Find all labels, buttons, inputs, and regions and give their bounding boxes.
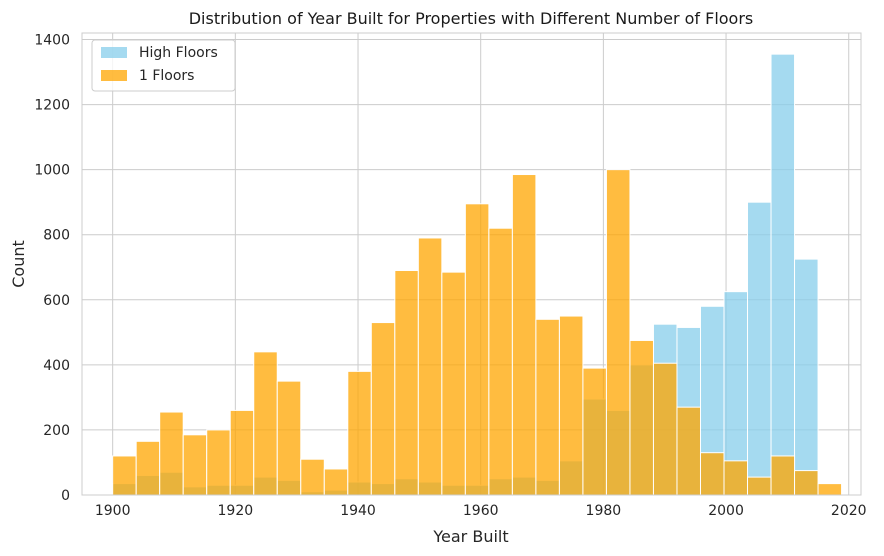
bar-1-floors <box>629 339 654 496</box>
x-axis-label: Year Built <box>432 527 508 546</box>
bar-1-floors <box>723 460 749 496</box>
y-tick-label: 800 <box>43 228 70 244</box>
bar-1-floors <box>441 271 466 496</box>
y-tick-label: 1000 <box>34 163 70 179</box>
bar-1-floors <box>770 455 796 496</box>
tick-labels: 1900 1920 1940 1960 1980 2000 2020 0 200 400 600 80… <box>34 33 866 519</box>
x-tick-label: 1900 <box>95 503 131 519</box>
bar-1-floors <box>582 367 607 496</box>
bar-1-floors <box>276 380 302 496</box>
legend-label-1-floors: 1 Floors <box>139 68 194 84</box>
bar-1-floors <box>605 169 631 496</box>
y-tick-label: 0 <box>61 488 70 504</box>
bar-1-floors <box>370 322 396 496</box>
x-tick-label: 2020 <box>831 503 867 519</box>
bar-1-floors <box>558 315 584 496</box>
legend-swatch-high-floors <box>101 47 127 58</box>
x-tick-label: 1940 <box>340 503 376 519</box>
x-tick-label: 1960 <box>463 503 499 519</box>
plot-frame <box>81 32 862 496</box>
y-tick-label: 600 <box>43 293 70 309</box>
bar-1-floors <box>159 411 184 496</box>
bar-1-floors <box>253 351 278 496</box>
x-tick-label: 1920 <box>218 503 254 519</box>
legend: High Floors 1 Floors <box>91 39 236 92</box>
legend-swatch-1-floors <box>101 70 127 81</box>
bar-1-floors <box>511 174 537 496</box>
bar-1-floors <box>794 470 819 496</box>
bar-1-floors <box>135 440 161 496</box>
bar-high-floors <box>794 258 819 496</box>
bar-high-floors <box>770 53 796 496</box>
bar-1-floors <box>229 409 255 496</box>
y-tick-label: 200 <box>43 423 70 439</box>
bar-1-floors <box>488 227 513 496</box>
bar-1-floors <box>206 429 231 496</box>
bar-1-floors <box>464 203 490 496</box>
bar-1-floors <box>535 318 560 496</box>
bar-1-floors <box>112 455 137 496</box>
bar-1-floors <box>676 406 701 496</box>
bar-1-floors <box>817 483 843 496</box>
bar-1-floors <box>699 452 725 496</box>
y-axis-label: Count <box>9 240 28 288</box>
bar-1-floors <box>300 458 325 496</box>
bar-1-floors <box>394 270 419 496</box>
legend-box <box>91 39 236 92</box>
x-tick-label: 2000 <box>708 503 744 519</box>
bar-1-floors <box>347 370 372 496</box>
y-tick-label: 1400 <box>34 33 70 49</box>
bar-1-floors <box>323 468 349 496</box>
bar-1-floors <box>417 237 443 496</box>
chart-title: Distribution of Year Built for Propertie… <box>189 9 754 28</box>
bar-1-floors <box>652 362 678 496</box>
y-tick-label: 1200 <box>34 98 70 114</box>
legend-label-high-floors: High Floors <box>139 45 218 61</box>
y-tick-label: 400 <box>43 358 70 374</box>
bar-high-floors <box>747 201 772 496</box>
bar-1-floors <box>182 434 208 496</box>
x-tick-label: 1980 <box>586 503 622 519</box>
bar-1-floors <box>747 476 772 496</box>
